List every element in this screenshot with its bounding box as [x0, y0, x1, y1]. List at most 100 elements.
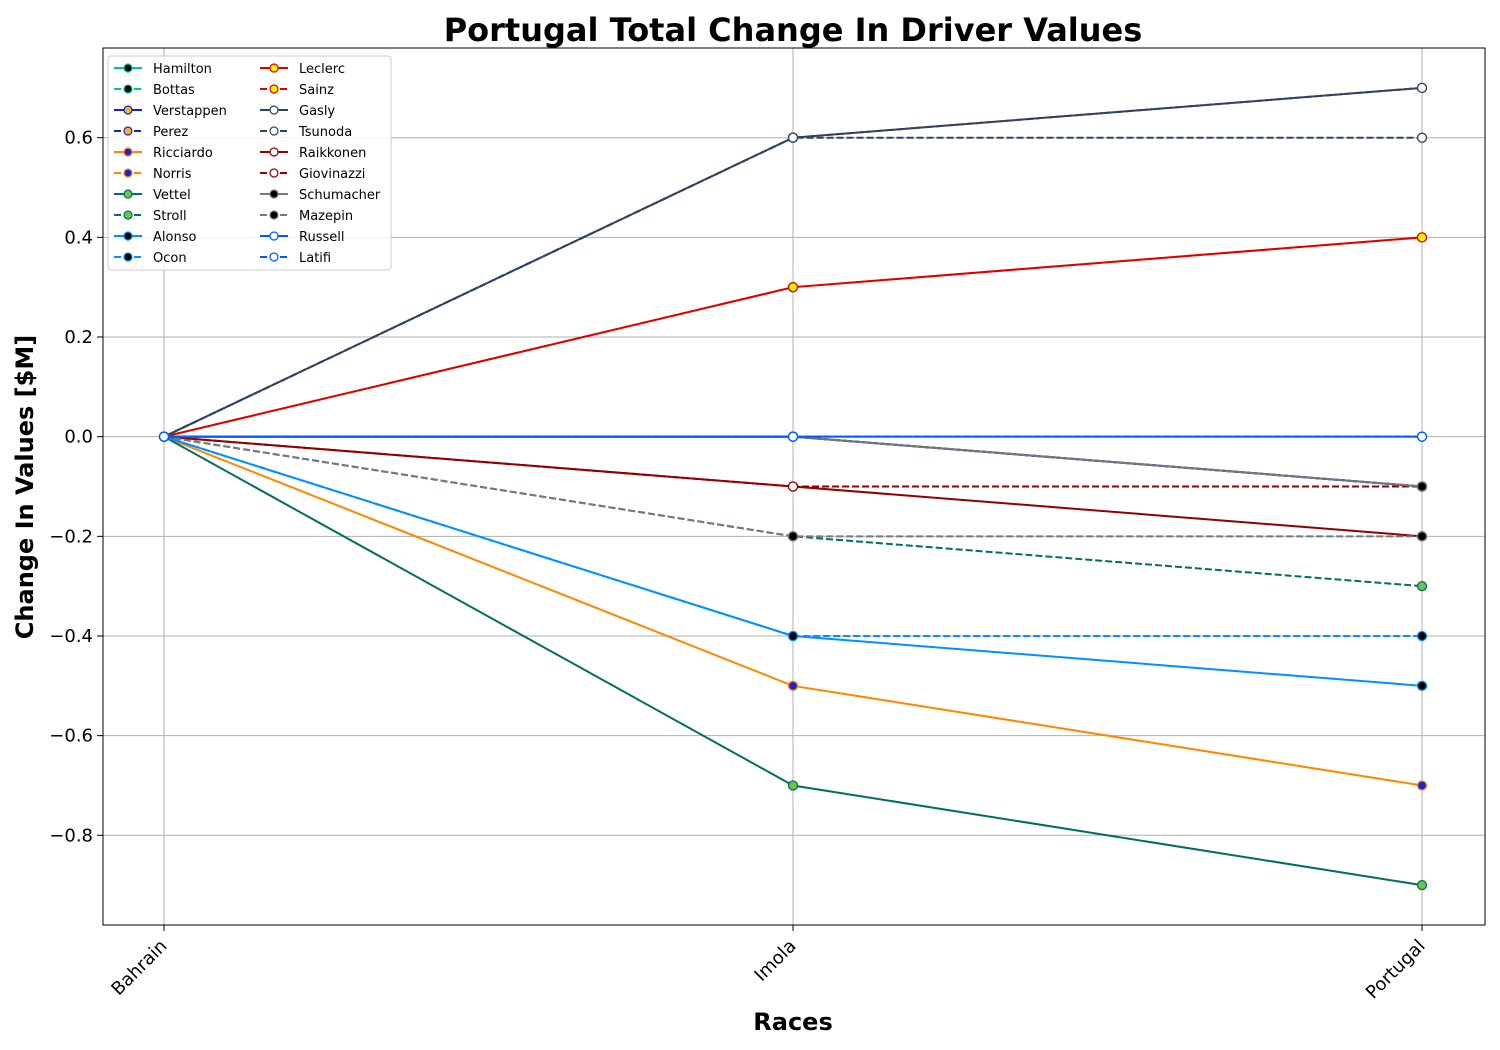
legend-marker — [123, 105, 133, 115]
legend-item: Norris — [114, 167, 192, 182]
legend-label: Sainz — [299, 83, 334, 98]
legend-item: Giovinazzi — [260, 167, 365, 182]
legend-marker — [123, 210, 133, 220]
legend-item: Leclerc — [260, 62, 345, 77]
legend-marker — [123, 231, 133, 241]
legend-label: Stroll — [153, 209, 187, 224]
data-point — [787, 282, 799, 293]
legend-marker — [269, 231, 279, 241]
legend-marker — [269, 168, 279, 178]
legend-item: Sainz — [260, 83, 334, 98]
legend-item: Verstappen — [114, 104, 227, 119]
legend-label: Schumacher — [299, 188, 381, 203]
legend-marker — [269, 126, 279, 136]
legend-item: Alonso — [114, 230, 196, 245]
legend-label: Leclerc — [299, 62, 345, 77]
legend-item: Stroll — [114, 209, 187, 224]
legend-item: Tsunoda — [260, 125, 352, 140]
legend-label: Russell — [299, 230, 344, 245]
data-point — [787, 531, 799, 542]
chart-title: Portugal Total Change In Driver Values — [444, 11, 1143, 49]
legend-marker — [269, 189, 279, 199]
legend-label: Perez — [153, 125, 188, 140]
data-point — [1416, 481, 1428, 492]
y-tick-label: −0.2 — [49, 526, 93, 547]
legend-label: Latifi — [299, 251, 331, 266]
legend-marker — [269, 84, 279, 94]
legend-label: Gasly — [299, 104, 335, 119]
data-point — [1416, 630, 1428, 642]
legend-item: Hamilton — [114, 62, 212, 77]
legend-marker — [123, 168, 133, 178]
data-point — [1416, 581, 1428, 592]
data-point — [787, 680, 799, 691]
y-tick-label: 0.6 — [64, 128, 93, 149]
data-point — [1416, 531, 1428, 542]
legend-label: Giovinazzi — [299, 167, 365, 182]
legend-marker — [123, 126, 133, 136]
legend-marker — [269, 210, 279, 220]
data-point — [787, 132, 799, 143]
x-tick-label: Imola — [750, 936, 800, 986]
data-point — [1416, 431, 1428, 442]
legend-box — [107, 55, 392, 271]
legend-label: Tsunoda — [298, 125, 352, 140]
y-axis-ticks: −0.8 −0.6 −0.4 −0.2 0.0 0.2 0.4 0.6 — [49, 128, 103, 846]
x-tick-label: Portugal — [1362, 936, 1430, 1004]
legend-item: Russell — [260, 230, 344, 245]
data-point — [1416, 879, 1428, 891]
x-tick-label: Bahrain — [107, 936, 171, 1000]
legend-marker — [269, 252, 279, 262]
legend-label: Norris — [153, 167, 192, 182]
series-mazepin — [158, 431, 1428, 542]
legend-item: Bottas — [114, 83, 195, 98]
legend-marker — [269, 63, 279, 73]
data-point — [1416, 232, 1428, 243]
y-tick-label: −0.8 — [49, 825, 93, 846]
legend-marker — [123, 252, 133, 262]
x-axis-ticks: Bahrain Imola Portugal — [107, 925, 1430, 1004]
legend-item: Raikkonen — [260, 146, 366, 161]
legend-label: Alonso — [153, 230, 196, 245]
legend-marker — [269, 105, 279, 115]
series-latifi — [158, 431, 1428, 442]
data-point — [787, 481, 799, 492]
y-tick-label: 0.4 — [64, 227, 93, 248]
legend-item: Perez — [114, 125, 188, 140]
y-axis-label: Change In Values [$M] — [11, 335, 39, 639]
x-axis-label: Races — [753, 1008, 832, 1036]
legend-item: Gasly — [260, 104, 335, 119]
plot-area-frame — [102, 47, 1486, 926]
data-point — [1416, 780, 1428, 791]
data-point — [787, 780, 799, 791]
legend-marker — [123, 84, 133, 94]
legend-label: Mazepin — [299, 209, 353, 224]
legend-label: Raikkonen — [299, 146, 366, 161]
legend-marker — [123, 63, 133, 73]
data-point — [787, 630, 799, 642]
legend-label: Ocon — [153, 251, 187, 266]
data-point — [158, 431, 170, 442]
y-tick-label: −0.4 — [49, 626, 93, 647]
legend-label: Ricciardo — [153, 146, 213, 161]
legend-label: Bottas — [153, 83, 195, 98]
data-point — [787, 431, 799, 442]
legend-marker — [123, 189, 133, 199]
y-tick-label: 0.2 — [64, 327, 93, 348]
data-point — [1416, 82, 1428, 94]
legend-label: Verstappen — [153, 104, 227, 119]
data-point — [1416, 132, 1428, 143]
legend-item: Mazepin — [260, 209, 353, 224]
y-tick-label: 0.0 — [64, 427, 93, 448]
y-tick-label: −0.6 — [49, 726, 93, 747]
legend-item: Ricciardo — [114, 146, 213, 161]
legend-label: Vettel — [153, 188, 191, 203]
series-layer — [158, 82, 1428, 891]
legend-item: Latifi — [260, 251, 331, 266]
legend: Hamilton Bottas Verstappen Perez Ricciardo No… — [107, 55, 392, 271]
legend-item: Ocon — [114, 251, 187, 266]
legend-marker — [269, 147, 279, 157]
legend-label: Hamilton — [153, 62, 212, 77]
legend-marker — [123, 147, 133, 157]
